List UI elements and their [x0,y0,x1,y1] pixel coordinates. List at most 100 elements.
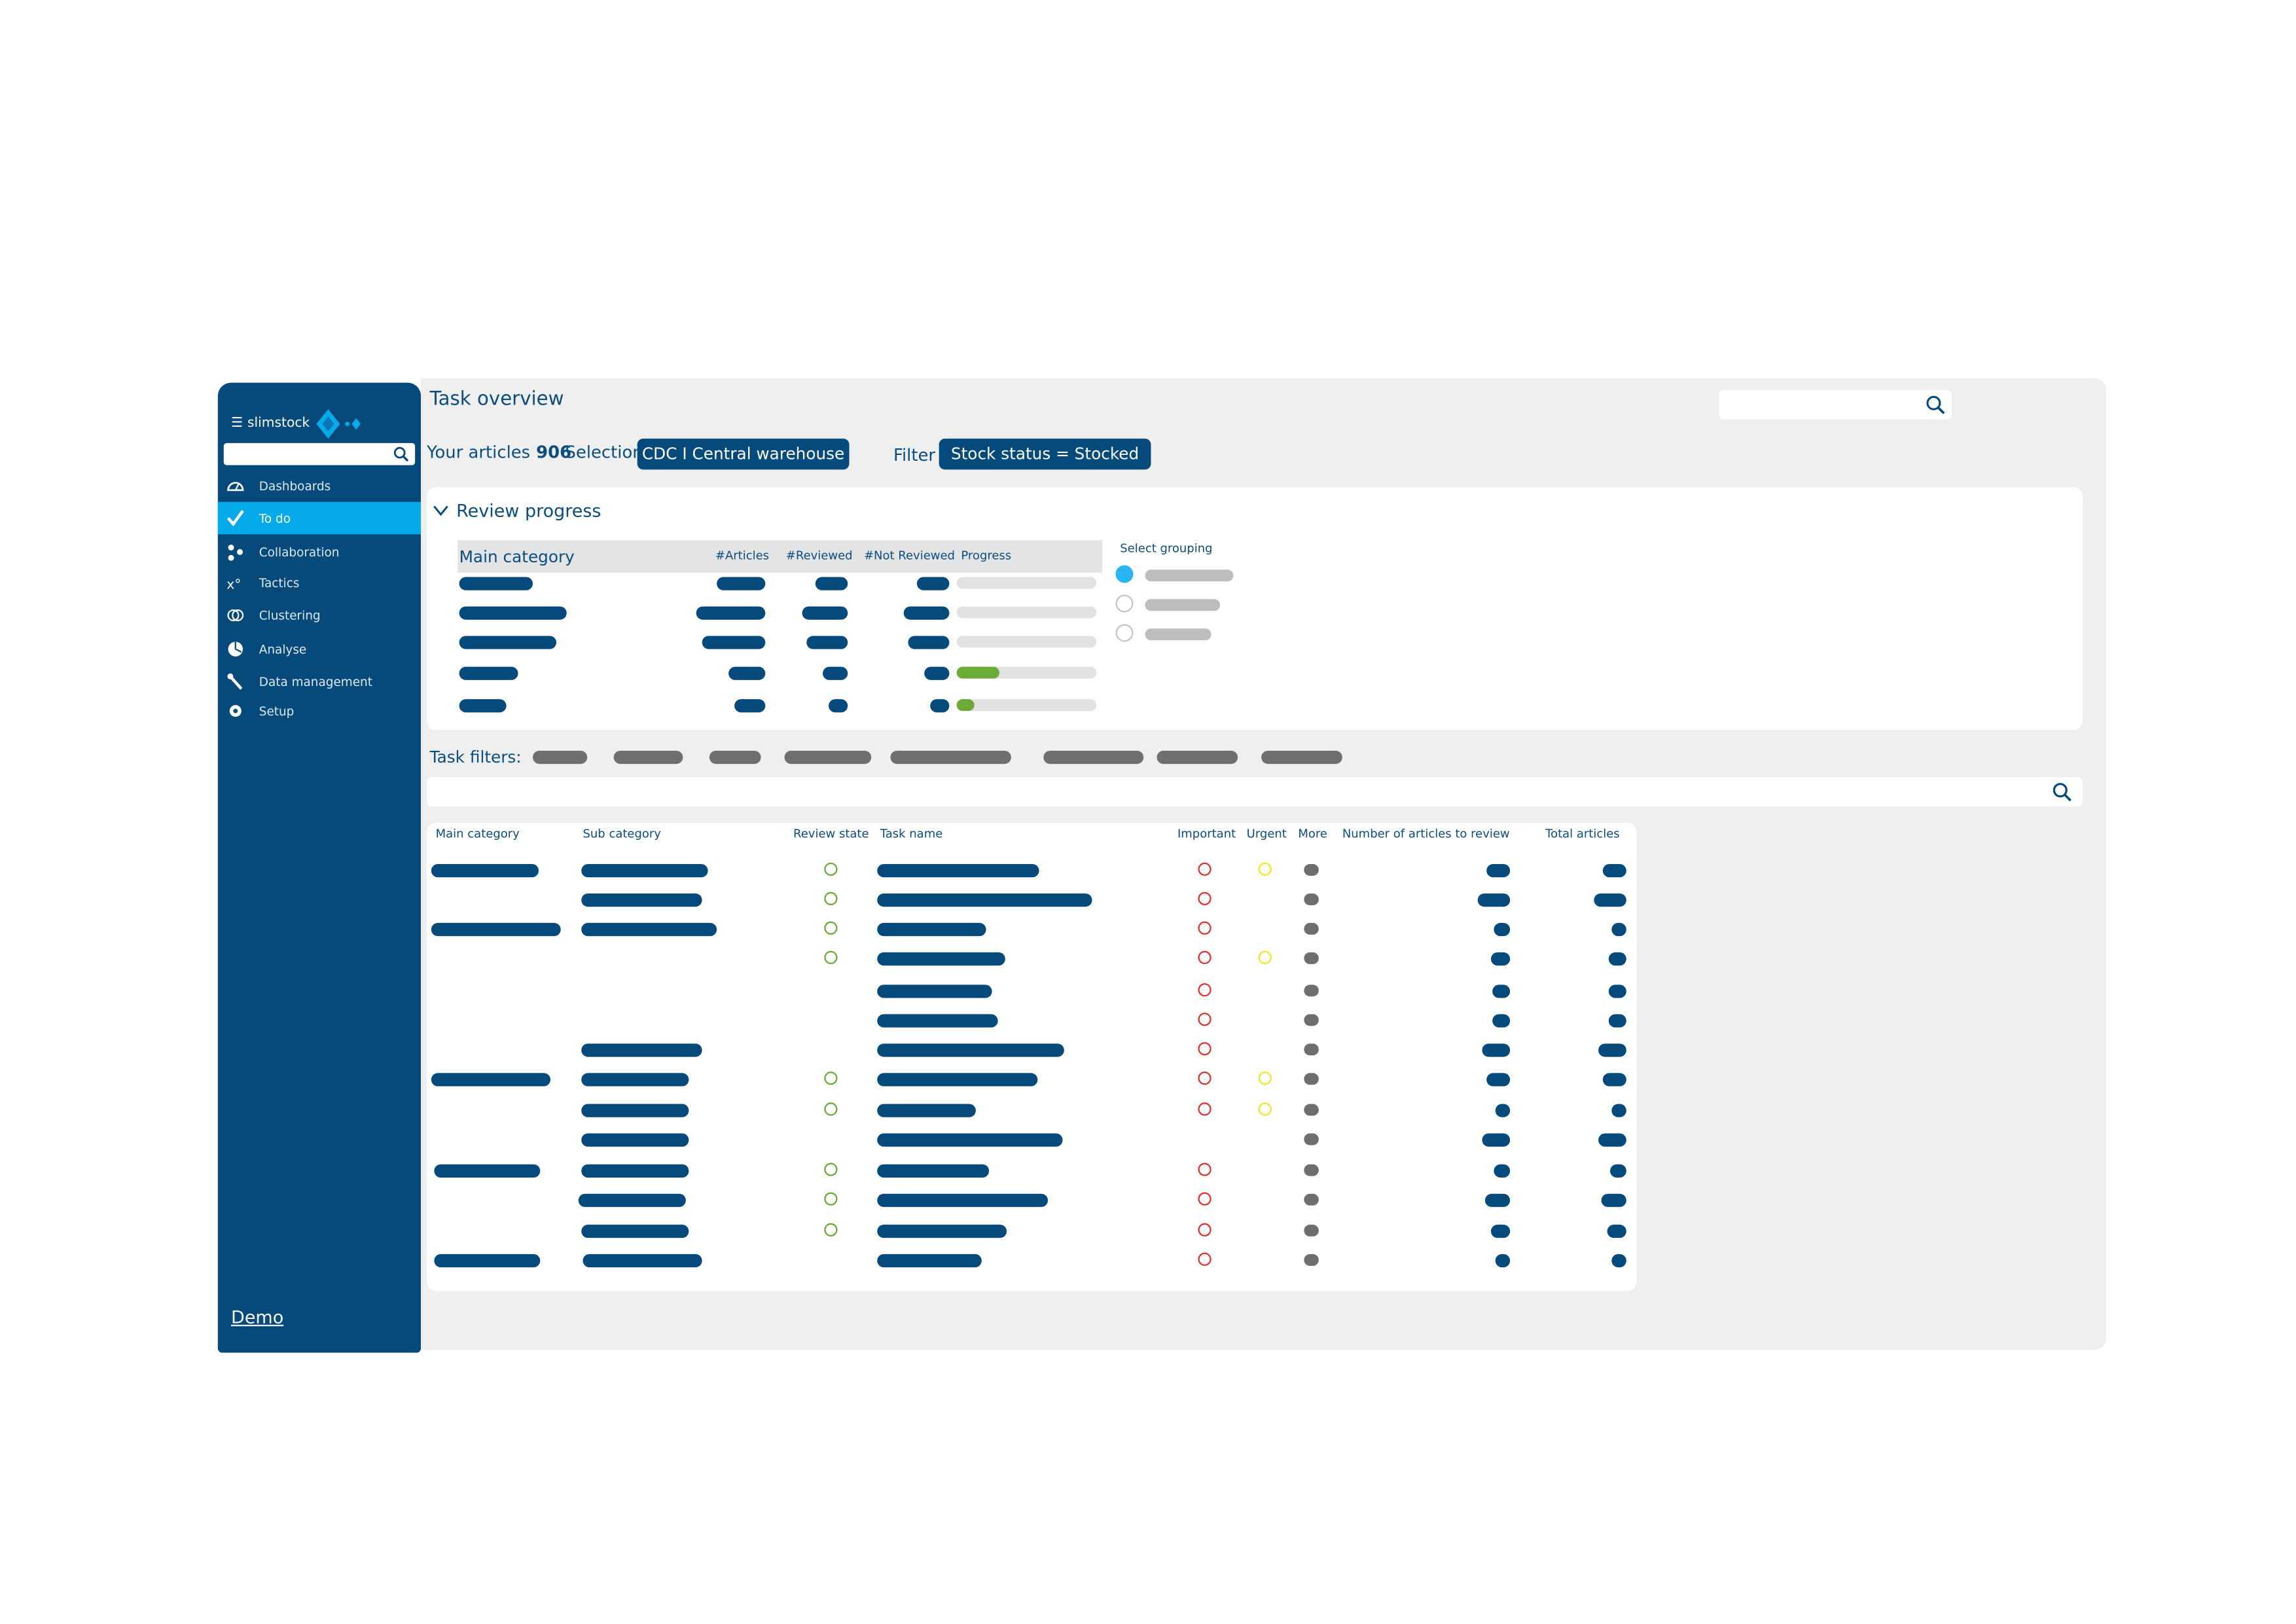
col-task-name[interactable]: Task name [880,827,943,841]
sidebar-item-analyse[interactable]: Analyse [218,633,421,665]
sidebar-search-input[interactable] [223,442,416,465]
review-progress-toggle[interactable]: Review progress [433,501,601,521]
logo[interactable]: ☰ slimstock [231,409,367,439]
table-row[interactable] [427,1066,1636,1094]
table-row[interactable] [427,977,1636,1005]
col-more[interactable]: More [1298,827,1327,841]
sidebar-item-collaboration[interactable]: Collaboration [218,536,421,568]
task-name-cell[interactable] [877,1254,982,1268]
more-icon[interactable] [1304,1043,1319,1056]
task-name-cell[interactable] [877,1164,990,1178]
table-row[interactable] [427,1186,1636,1214]
sidebar-item-dashboards[interactable]: Dashboards [218,469,421,501]
more-icon[interactable] [1304,952,1319,964]
table-row[interactable] [427,1007,1636,1035]
urgent-icon[interactable] [1258,1072,1272,1085]
selection-button[interactable]: CDC I Central warehouse [637,439,850,470]
table-row[interactable] [427,1157,1636,1185]
search-icon[interactable] [1925,395,1945,415]
more-icon[interactable] [1304,922,1319,935]
important-icon[interactable] [1198,983,1211,997]
important-icon[interactable] [1198,921,1211,935]
grouping-option[interactable] [1145,599,1221,611]
task-name-cell[interactable] [877,1104,976,1117]
table-row[interactable] [427,857,1636,885]
col-review-state[interactable]: Review state [793,827,869,841]
menu-icon[interactable]: ☰ [231,416,243,431]
col-main-category[interactable]: Main category [435,827,520,841]
col-not-reviewed[interactable]: #Not Reviewed [863,549,955,563]
sidebar-item-tactics[interactable]: x° Tactics [218,567,421,599]
task-filter-chip[interactable] [784,750,872,765]
important-icon[interactable] [1198,1013,1211,1026]
task-filter-chip[interactable] [1043,750,1144,765]
important-icon[interactable] [1198,950,1211,964]
task-name-cell[interactable] [877,893,1092,907]
grouping-radio[interactable] [1115,565,1134,583]
more-icon[interactable] [1304,893,1319,905]
important-icon[interactable] [1198,862,1211,876]
task-name-cell[interactable] [877,1133,1063,1147]
task-name-cell[interactable] [877,863,1039,878]
more-icon[interactable] [1304,1164,1319,1176]
urgent-icon[interactable] [1258,950,1272,964]
filter-button[interactable]: Stock status = Stocked [939,439,1151,470]
important-icon[interactable] [1198,1192,1211,1206]
col-urgent[interactable]: Urgent [1246,827,1287,841]
more-icon[interactable] [1304,1104,1319,1116]
more-icon[interactable] [1304,1014,1319,1026]
table-row[interactable] [427,1036,1636,1064]
grouping-option[interactable] [1145,569,1234,582]
demo-link[interactable]: Demo [231,1307,284,1328]
task-filter-chip[interactable] [709,750,761,765]
task-name-cell[interactable] [877,1073,1038,1087]
sidebar-item-to-do[interactable]: To do [217,501,422,535]
col-articles[interactable]: #Articles [715,549,770,563]
search-icon[interactable] [393,446,409,462]
table-row[interactable] [427,1218,1636,1246]
table-row[interactable] [427,916,1636,944]
grouping-option[interactable] [1145,628,1211,641]
col-articles-to-review[interactable]: Number of articles to review [1342,827,1510,841]
important-icon[interactable] [1198,1252,1211,1266]
important-icon[interactable] [1198,1223,1211,1236]
important-icon[interactable] [1198,1042,1211,1056]
global-search-input[interactable] [1719,389,1952,420]
task-filter-chip[interactable] [533,750,588,765]
col-sub-category[interactable]: Sub category [583,827,661,841]
task-search-input[interactable] [427,777,2083,807]
chevron-down-icon[interactable] [433,505,449,516]
grouping-radio[interactable] [1115,594,1134,613]
more-icon[interactable] [1304,1193,1319,1206]
col-total-articles[interactable]: Total articles [1545,827,1620,841]
task-name-cell[interactable] [877,1043,1064,1057]
table-row[interactable] [427,1126,1636,1154]
task-name-cell[interactable] [877,1193,1049,1207]
task-name-cell[interactable] [877,984,992,998]
sidebar-item-setup[interactable]: Setup [218,695,421,727]
task-filter-chip[interactable] [890,750,1011,765]
important-icon[interactable] [1198,1102,1211,1116]
more-icon[interactable] [1304,863,1319,876]
col-important[interactable]: Important [1177,827,1236,841]
important-icon[interactable] [1198,892,1211,905]
sidebar-item-clustering[interactable]: Clustering [218,599,421,631]
grouping-radio[interactable] [1115,624,1134,642]
task-name-cell[interactable] [877,952,1005,966]
urgent-icon[interactable] [1258,1102,1272,1116]
important-icon[interactable] [1198,1072,1211,1085]
more-icon[interactable] [1304,1224,1319,1236]
task-filter-chip[interactable] [1261,750,1342,765]
sidebar-item-data-management[interactable]: Data management [218,665,421,697]
important-icon[interactable] [1198,1163,1211,1176]
table-row[interactable] [427,1096,1636,1125]
more-icon[interactable] [1304,1254,1319,1266]
task-name-cell[interactable] [877,1014,998,1028]
col-reviewed[interactable]: #Reviewed [785,549,853,563]
search-icon[interactable] [2052,782,2072,802]
more-icon[interactable] [1304,984,1319,997]
urgent-icon[interactable] [1258,862,1272,876]
table-row[interactable] [427,886,1636,914]
table-row[interactable] [427,945,1636,973]
col-main-category[interactable]: Main category [459,547,575,567]
